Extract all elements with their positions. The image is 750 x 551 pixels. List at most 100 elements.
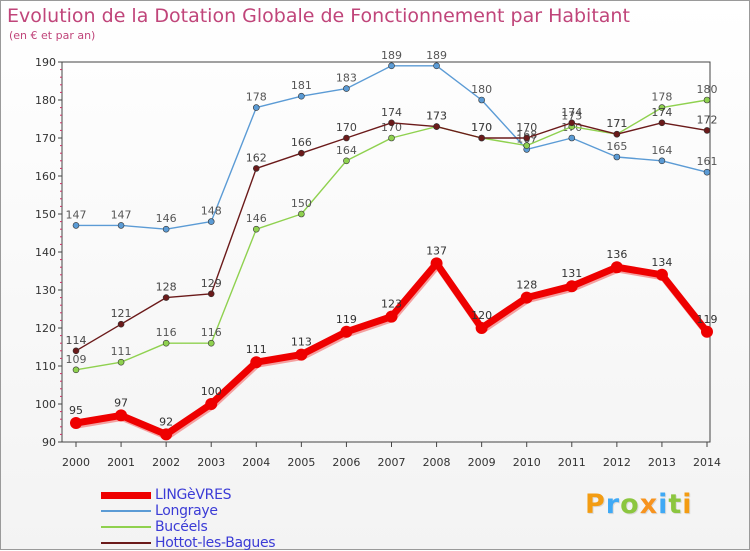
data-point — [610, 261, 623, 274]
data-point — [433, 62, 440, 70]
data-point — [117, 222, 125, 229]
data-point — [568, 134, 576, 142]
data-label: 146 — [156, 212, 177, 225]
legend-label: Longraye — [155, 503, 218, 519]
data-point — [343, 85, 350, 92]
data-label: 164 — [336, 144, 357, 157]
data-point — [388, 134, 395, 142]
y-tick-label: 170 — [35, 132, 56, 145]
data-label: 171 — [606, 117, 627, 130]
data-label: 116 — [201, 326, 222, 339]
legend-item: Longraye — [101, 503, 275, 519]
data-point — [207, 339, 215, 347]
series-longraye: 1471471461481781811831891891801671701651… — [66, 49, 718, 233]
y-tick-label: 90 — [42, 436, 56, 449]
x-tick-label: 2008 — [423, 456, 451, 469]
data-label: 170 — [471, 121, 492, 134]
data-label: 150 — [291, 197, 312, 210]
data-label: 170 — [336, 121, 357, 134]
data-label: 95 — [69, 404, 83, 417]
y-tick-label: 120 — [35, 322, 56, 335]
data-point — [252, 104, 260, 111]
data-label: 97 — [114, 396, 128, 409]
data-label: 180 — [471, 83, 492, 96]
data-point — [613, 130, 621, 138]
data-point — [298, 92, 305, 100]
data-point — [701, 325, 713, 338]
data-label: 171 — [606, 117, 627, 130]
x-tick-label: 2011 — [558, 456, 586, 469]
data-label: 174 — [381, 106, 402, 119]
data-label: 128 — [156, 281, 177, 294]
series-layer: 1471471461481781811831891891801671701651… — [66, 49, 718, 441]
data-point — [295, 348, 308, 361]
data-label: 174 — [651, 106, 672, 119]
x-tick-label: 2007 — [378, 456, 406, 469]
legend-label: Bucéels — [155, 519, 208, 535]
legend-item: Bucéels — [101, 519, 275, 535]
data-label: 189 — [426, 49, 447, 62]
data-point — [343, 134, 350, 142]
data-point — [340, 325, 353, 338]
data-point — [655, 268, 668, 281]
data-label: 165 — [606, 140, 627, 153]
series-ling-vres: 95 97 92 100 111 113 119 123 137 120 128 131 136 134 1… — [69, 244, 718, 441]
legend-swatch — [101, 510, 151, 512]
data-point — [565, 280, 578, 293]
data-point — [160, 428, 173, 441]
data-point — [568, 119, 576, 127]
data-point — [478, 134, 485, 142]
data-label: 180 — [697, 83, 718, 96]
data-label: 178 — [246, 91, 267, 104]
data-point — [385, 310, 398, 323]
data-label: 148 — [201, 205, 222, 218]
data-point — [475, 322, 488, 334]
data-label: 173 — [426, 110, 447, 123]
data-label: 111 — [246, 343, 267, 356]
data-label: 120 — [471, 309, 492, 322]
data-label: 109 — [66, 353, 87, 366]
data-point — [207, 218, 215, 225]
data-point — [205, 398, 218, 410]
data-label: 147 — [66, 208, 87, 221]
data-point — [115, 409, 128, 422]
data-label: 170 — [471, 121, 492, 134]
data-label: 172 — [697, 113, 718, 126]
data-point — [658, 157, 666, 165]
data-point — [250, 356, 263, 369]
x-tick-label: 2006 — [332, 456, 360, 469]
data-point — [298, 149, 305, 157]
data-point — [433, 123, 440, 130]
data-label: 162 — [246, 151, 267, 164]
data-label: 100 — [201, 385, 222, 398]
legend-item: Hottot-les-Bagues — [101, 535, 276, 551]
chart-title: Evolution de la Dotation Globale de Fonc… — [7, 5, 630, 27]
logo-letter: t — [668, 489, 683, 520]
y-tick-label: 190 — [35, 56, 56, 69]
data-label: 137 — [426, 244, 447, 257]
data-label: 178 — [651, 91, 672, 104]
data-point — [703, 168, 711, 176]
legend-label: LINGèVRES — [155, 487, 232, 503]
data-point — [72, 366, 80, 374]
logo-letter: i — [682, 489, 693, 520]
data-point — [70, 417, 82, 429]
data-label: 161 — [697, 155, 718, 168]
logo-letter: P — [585, 489, 606, 520]
x-tick-label: 2014 — [693, 456, 721, 469]
x-tick-label: 2010 — [513, 456, 541, 469]
x-tick-label: 2001 — [107, 456, 135, 469]
data-point — [207, 290, 215, 298]
data-label: 183 — [336, 72, 357, 85]
logo-letter: x — [639, 489, 659, 520]
data-point — [658, 119, 666, 127]
x-tick-label: 2004 — [242, 456, 270, 469]
y-tick-label: 110 — [35, 360, 56, 373]
y-tick-label: 100 — [35, 398, 56, 411]
data-point — [298, 210, 305, 218]
legend-label: Hottot-les-Bagues — [155, 535, 276, 551]
data-point — [343, 157, 350, 165]
data-point — [117, 320, 125, 328]
